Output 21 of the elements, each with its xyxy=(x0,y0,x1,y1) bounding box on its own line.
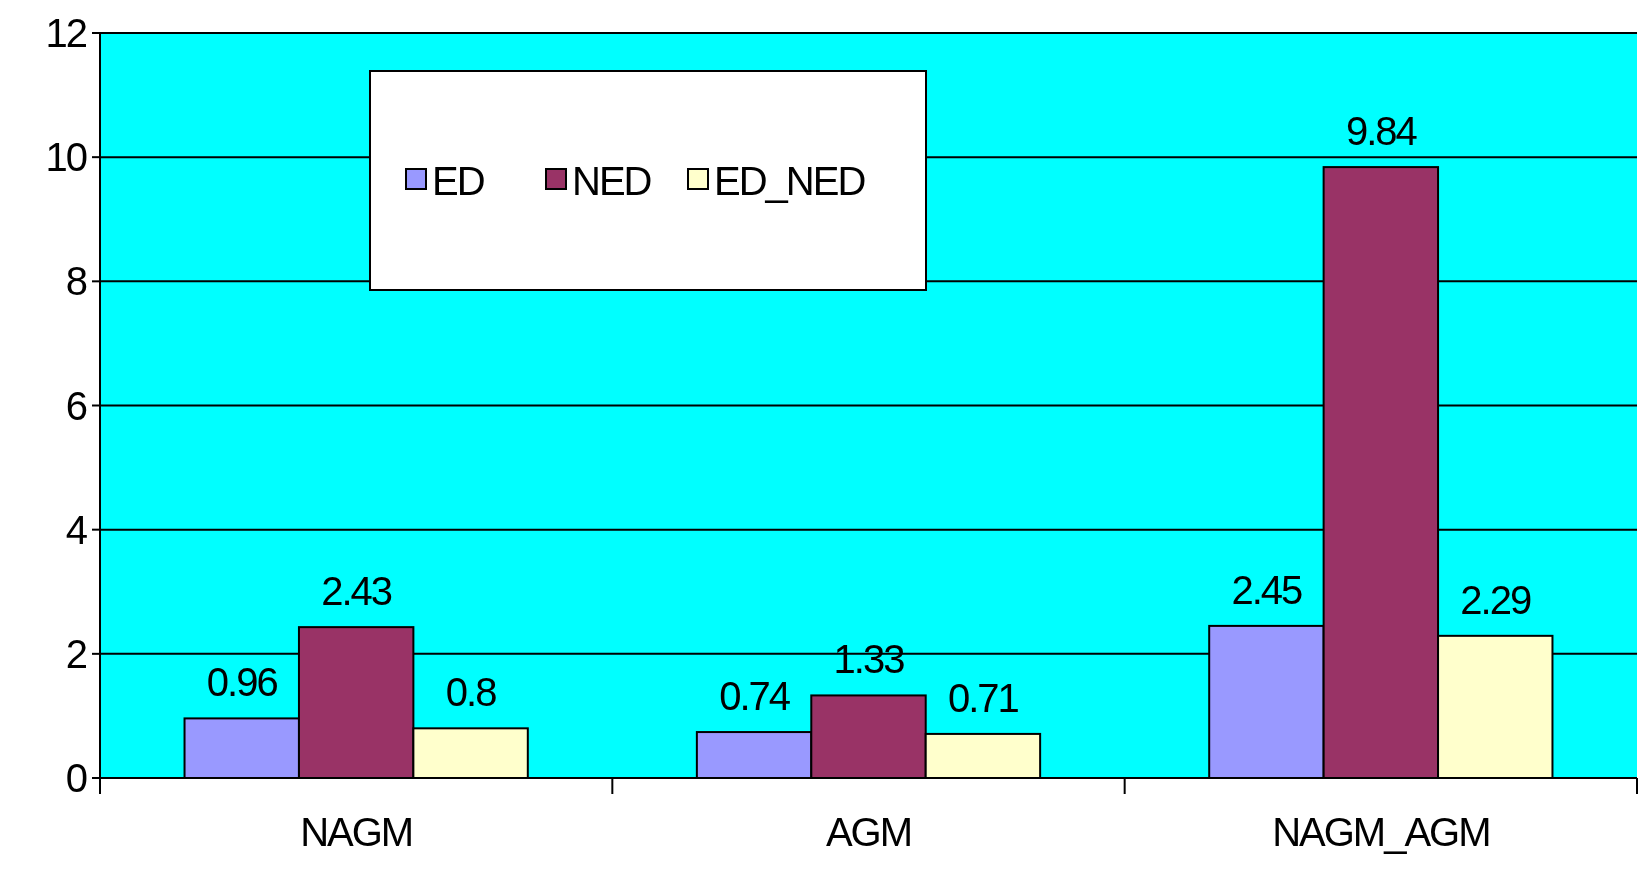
data-label: 2.45 xyxy=(1231,567,1303,612)
y-tick-label: 10 xyxy=(45,135,87,180)
x-tick-label: NAGM xyxy=(300,810,413,854)
y-tick-label: 4 xyxy=(65,507,88,552)
y-tick-label: 8 xyxy=(65,259,87,304)
legend-label: ED xyxy=(432,159,484,203)
data-label: 0.96 xyxy=(206,660,278,705)
data-label: 0.8 xyxy=(445,670,497,715)
x-tick-label: AGM xyxy=(825,810,912,854)
data-label: 2.43 xyxy=(321,569,392,614)
data-label: 2.29 xyxy=(1460,577,1531,622)
x-tick-label: NAGM_AGM xyxy=(1272,810,1490,854)
data-label: 9.84 xyxy=(1345,109,1418,154)
y-tick-label: 12 xyxy=(45,11,87,55)
y-tick-label: 0 xyxy=(65,756,87,800)
y-tick-label: 2 xyxy=(65,631,87,676)
data-label: 0.71 xyxy=(947,675,1019,720)
data-label: 0.74 xyxy=(719,674,791,719)
legend-label: NED xyxy=(572,159,651,203)
legend-label: ED_NED xyxy=(714,159,865,203)
y-tick-label: 6 xyxy=(65,383,87,428)
